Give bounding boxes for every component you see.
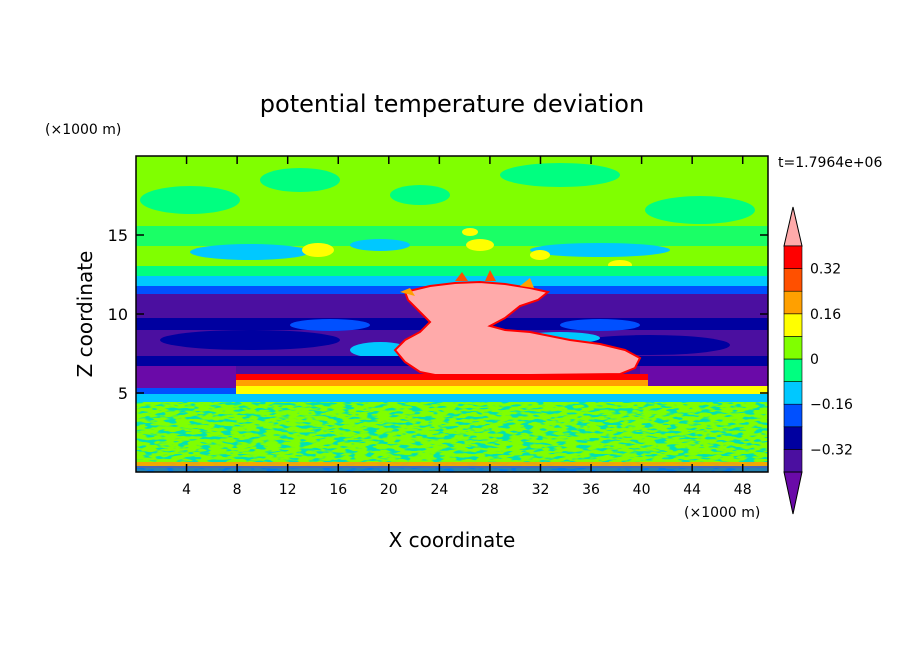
x-tick-label: 16 (329, 482, 347, 498)
colorbar-box (783, 313, 803, 337)
colorbar-label: 0 (810, 352, 819, 368)
colorbar-label: −0.16 (810, 397, 853, 413)
colorbar-box (783, 268, 803, 292)
y-tick-label: 15 (108, 226, 128, 245)
y-unit-label: (×1000 m) (45, 122, 121, 138)
colorbar-box (783, 381, 803, 405)
colorbar-label: 0.16 (810, 307, 841, 323)
chart-title: potential temperature deviation (260, 90, 644, 118)
x-tick-label: 40 (633, 482, 651, 498)
contour-field (136, 156, 768, 472)
colorbar: 0.32 0.16 0 −0.16 −0.32 (783, 206, 853, 515)
colorbar-box (783, 358, 803, 382)
colorbar-box (783, 449, 803, 473)
y-tick-label: 5 (118, 384, 128, 403)
colorbar-label: −0.32 (810, 442, 853, 458)
x-tick-label: 44 (683, 482, 701, 498)
time-label: t=1.7964e+06 (778, 155, 882, 171)
field-inversion-yellow (236, 386, 768, 394)
colorbar-label: 0.32 (810, 262, 841, 278)
x-tick-label: 24 (430, 482, 448, 498)
field-cyan-band (136, 276, 768, 288)
x-tick-label: 32 (532, 482, 550, 498)
x-axis-label: X coordinate (389, 528, 516, 552)
field-inversion-red (236, 374, 648, 382)
colorbar-box (783, 336, 803, 360)
x-tick-label: 20 (380, 482, 398, 498)
x-tick-label: 8 (233, 482, 242, 498)
upper-patches (136, 163, 768, 276)
x-tick-label: 36 (582, 482, 600, 498)
field-anvil (393, 280, 642, 378)
y-axis-label: Z coordinate (73, 251, 97, 378)
colorbar-extend-bottom (783, 471, 803, 515)
x-tick-label: 28 (481, 482, 499, 498)
colorbar-box (783, 290, 803, 315)
colorbar-box (783, 403, 803, 428)
field-inversion-orange (236, 380, 648, 388)
colorbar-box (783, 426, 803, 450)
x-tick-label: 12 (279, 482, 297, 498)
x-tick-label: 4 (182, 482, 191, 498)
colorbar-extend-top (783, 206, 803, 247)
x-unit-label: (×1000 m) (684, 505, 760, 521)
y-tick-label: 10 (108, 305, 128, 324)
x-tick-label: 48 (734, 482, 752, 498)
colorbar-box (783, 245, 803, 269)
